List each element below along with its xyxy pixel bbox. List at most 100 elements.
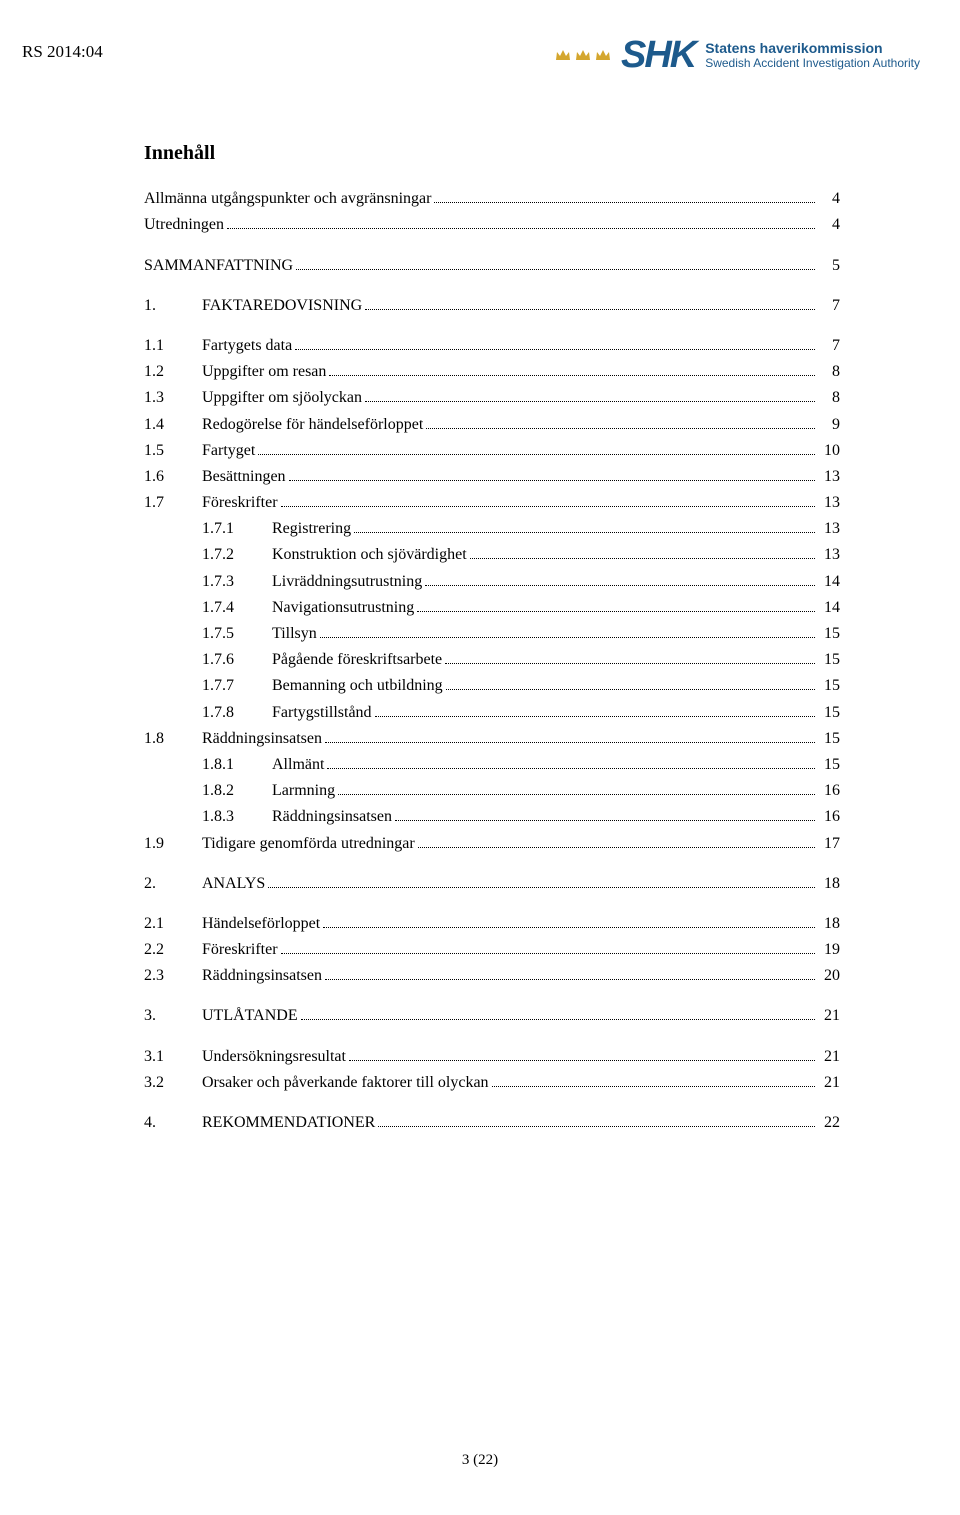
toc-body: Allmänna utgångspunkter och avgränsninga… — [144, 187, 840, 1134]
toc-page: 10 — [818, 439, 840, 462]
toc-line: 1.4Redogörelse för händelseförloppet9 — [144, 413, 840, 436]
toc-page: 8 — [818, 386, 840, 409]
toc-line: 1.6Besättningen13 — [144, 465, 840, 488]
toc-number: 1. — [144, 294, 202, 317]
toc-line: 2.1Händelseförloppet 18 — [144, 912, 840, 935]
toc-number: 1.8.2 — [202, 779, 272, 802]
toc-label: Räddningsinsatsen — [272, 805, 392, 828]
toc-page: 14 — [818, 596, 840, 619]
toc-page: 17 — [818, 832, 840, 855]
toc-page: 21 — [818, 1045, 840, 1068]
toc-leader — [375, 716, 815, 717]
toc-page: 18 — [818, 912, 840, 935]
toc-line: 1.8.1Allmänt 15 — [144, 753, 840, 776]
toc-leader — [327, 768, 815, 769]
toc-page: 15 — [818, 648, 840, 671]
toc-label: REKOMMENDATIONER — [202, 1111, 375, 1134]
toc-leader — [338, 794, 815, 795]
toc-number: 1.7.1 — [202, 517, 272, 540]
toc-label: FAKTAREDOVISNING — [202, 294, 362, 317]
toc-page: 8 — [818, 360, 840, 383]
toc-leader — [426, 428, 815, 429]
toc-page: 15 — [818, 701, 840, 724]
toc-line: 2.ANALYS18 — [144, 872, 840, 895]
toc-line: 2.3Räddningsinsatsen20 — [144, 964, 840, 987]
toc-leader — [301, 1019, 815, 1020]
toc-leader — [289, 480, 815, 481]
toc-page: 14 — [818, 570, 840, 593]
toc-leader — [470, 558, 815, 559]
toc-number: 4. — [144, 1111, 202, 1134]
toc-number: 1.7.3 — [202, 570, 272, 593]
toc-number: 1.7.4 — [202, 596, 272, 619]
toc-label: Fartygstillstånd — [272, 701, 372, 724]
toc-line: 1.7.1Registrering13 — [144, 517, 840, 540]
toc-leader — [295, 349, 815, 350]
toc-page: 16 — [818, 805, 840, 828]
toc-line: 1.8Räddningsinsatsen15 — [144, 727, 840, 750]
toc-number: 3.1 — [144, 1045, 202, 1068]
toc-page: 18 — [818, 872, 840, 895]
toc-label: Uppgifter om resan — [202, 360, 326, 383]
toc-page: 15 — [818, 753, 840, 776]
toc-label: Föreskrifter — [202, 491, 278, 514]
toc-number: 1.6 — [144, 465, 202, 488]
toc-number: 1.8.1 — [202, 753, 272, 776]
toc-label: Fartygets data — [202, 334, 292, 357]
toc-label: Bemanning och utbildning — [272, 674, 443, 697]
toc-leader — [417, 611, 815, 612]
toc-label: Allmänt — [272, 753, 324, 776]
toc-line: 1.8.3Räddningsinsatsen 16 — [144, 805, 840, 828]
toc-leader — [329, 375, 815, 376]
toc-line: 1.7.2Konstruktion och sjövärdighet13 — [144, 543, 840, 566]
toc-line: 3.1Undersökningsresultat 21 — [144, 1045, 840, 1068]
toc-label: Registrering — [272, 517, 351, 540]
agency-name-sv: Statens haverikommission — [705, 40, 920, 57]
toc-line: 1.7.5Tillsyn15 — [144, 622, 840, 645]
agency-logo: SHK Statens haverikommission Swedish Acc… — [555, 38, 920, 72]
toc-number: 2.1 — [144, 912, 202, 935]
toc-number: 1.7.6 — [202, 648, 272, 671]
toc-number: 3. — [144, 1004, 202, 1027]
toc-number: 1.8 — [144, 727, 202, 750]
toc-leader — [325, 979, 815, 980]
toc-line: 1.2Uppgifter om resan8 — [144, 360, 840, 383]
toc-leader — [323, 927, 815, 928]
toc-line: 1.7Föreskrifter13 — [144, 491, 840, 514]
toc-number: 1.7.5 — [202, 622, 272, 645]
toc-line: Utredningen4 — [144, 213, 840, 236]
toc-label: Utredningen — [144, 213, 224, 236]
toc-line: 1.1Fartygets data7 — [144, 334, 840, 357]
toc-leader — [268, 887, 815, 888]
toc-line: 1.FAKTAREDOVISNING 7 — [144, 294, 840, 317]
toc-label: Föreskrifter — [202, 938, 278, 961]
toc-leader — [446, 689, 815, 690]
toc-label: ANALYS — [202, 872, 265, 895]
toc-leader — [354, 532, 815, 533]
toc-label: Konstruktion och sjövärdighet — [272, 543, 467, 566]
toc-page: 13 — [818, 465, 840, 488]
toc-page: 7 — [818, 334, 840, 357]
toc-line: 1.7.6Pågående föreskriftsarbete15 — [144, 648, 840, 671]
toc-number: 1.8.3 — [202, 805, 272, 828]
toc-leader — [325, 742, 815, 743]
toc-number: 1.7.8 — [202, 701, 272, 724]
toc-page: 13 — [818, 543, 840, 566]
agency-name: Statens haverikommission Swedish Acciden… — [705, 40, 920, 71]
toc-page: 16 — [818, 779, 840, 802]
toc-leader — [378, 1126, 815, 1127]
toc-label: Redogörelse för händelseförloppet — [202, 413, 423, 436]
toc-number: 1.7.7 — [202, 674, 272, 697]
toc-page: 19 — [818, 938, 840, 961]
toc-label: Undersökningsresultat — [202, 1045, 346, 1068]
toc-leader — [296, 269, 815, 270]
toc-label: Livräddningsutrustning — [272, 570, 422, 593]
toc-leader — [434, 202, 815, 203]
toc-line: 1.3Uppgifter om sjöolyckan8 — [144, 386, 840, 409]
toc-leader — [365, 401, 815, 402]
toc-leader — [445, 663, 815, 664]
toc-line: 3.2Orsaker och påverkande faktorer till … — [144, 1071, 840, 1094]
toc-page: 7 — [818, 294, 840, 317]
toc-line: 1.7.7Bemanning och utbildning15 — [144, 674, 840, 697]
toc-label: Händelseförloppet — [202, 912, 320, 935]
